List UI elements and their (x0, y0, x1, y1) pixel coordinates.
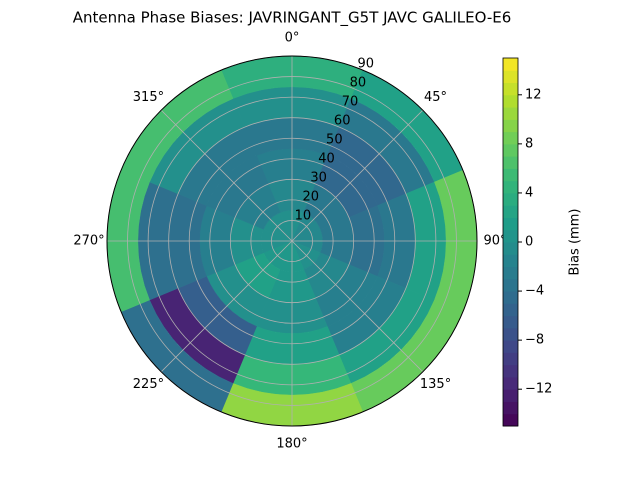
grid-spoke (160, 240, 293, 373)
theta-tick-label: 90° (483, 234, 506, 249)
colorbar-step (503, 352, 518, 366)
colorbar-step (503, 266, 518, 280)
r-tick-label: 90 (358, 57, 375, 72)
r-tick-label: 70 (342, 95, 359, 110)
colorbar-step (503, 131, 518, 145)
grid-spoke (291, 109, 424, 242)
colorbar-step (503, 327, 518, 341)
colorbar-step (503, 389, 518, 402)
colorbar-step (503, 242, 518, 255)
theta-tick-label: 135° (420, 377, 451, 392)
colorbar-tick-label: 4 (525, 185, 533, 200)
colorbar-step (503, 156, 518, 169)
colorbar-step (503, 168, 518, 182)
theta-tick-label: 0° (285, 31, 300, 46)
theta-tick-label: 180° (276, 437, 307, 452)
r-tick-label: 30 (310, 171, 327, 186)
colorbar-tick-label: 12 (525, 87, 542, 102)
r-tick-label: 40 (318, 152, 335, 167)
colorbar-step (503, 254, 518, 268)
colorbar-step (503, 107, 518, 120)
r-tick-label: 60 (334, 114, 351, 129)
colorbar-step (503, 340, 518, 353)
colorbar-step (503, 413, 518, 427)
colorbar-step (503, 119, 518, 133)
colorbar-step (503, 205, 518, 218)
colorbar-step (503, 303, 518, 317)
colorbar-tick-label: −12 (525, 382, 552, 397)
colorbar-step (503, 229, 518, 243)
colorbar-step (503, 278, 518, 292)
colorbar-tick-label: 0 (525, 235, 533, 250)
r-tick-label: 10 (295, 209, 312, 224)
grid-spoke (291, 240, 424, 373)
colorbar-step (503, 94, 518, 108)
colorbar-tick-label: 8 (525, 136, 533, 151)
colorbar-step (503, 58, 518, 71)
colorbar-step (503, 401, 518, 415)
colorbar-step (503, 291, 518, 304)
r-tick-label: 20 (302, 190, 319, 205)
colorbar-label: Bias (mm) (568, 209, 583, 276)
theta-tick-label: 270° (73, 234, 104, 249)
polar-plot: 10 20 30 40 50 60 70 80 90 0° 45° 90° 135° 180° 225° 27… (73, 31, 506, 452)
chart-title: Antenna Phase Biases: JAVRINGANT_G5T JAV… (73, 9, 512, 28)
colorbar-step (503, 376, 518, 390)
colorbar-step (503, 70, 518, 84)
colorbar-step (503, 82, 518, 96)
theta-tick-label: 225° (133, 377, 164, 392)
r-tick-label: 50 (326, 133, 343, 148)
theta-tick-label: 315° (133, 90, 164, 105)
colorbar-step (503, 192, 518, 206)
colorbar: −12 −8 −4 0 4 8 12 (502, 57, 552, 427)
colorbar-step (503, 364, 518, 378)
grid-spoke (160, 109, 293, 242)
colorbar-tick-label: −4 (525, 284, 544, 299)
theta-tick-label: 45° (424, 90, 447, 105)
colorbar-step (503, 180, 518, 194)
colorbar-step (503, 315, 518, 329)
r-tick-label: 80 (350, 76, 367, 91)
polar-frame (106, 55, 478, 427)
colorbar-step (503, 143, 518, 157)
colorbar-step (503, 217, 518, 231)
colorbar-tick-label: −8 (525, 333, 544, 348)
